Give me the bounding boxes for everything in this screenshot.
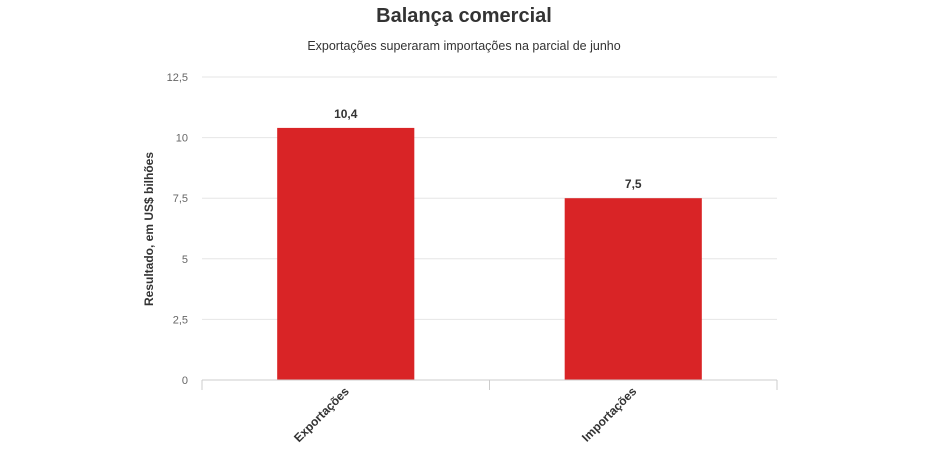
data-label: 10,4 — [334, 107, 358, 121]
x-tick-label: Importações — [579, 384, 640, 445]
chart-subtitle: Exportações superaram importações na par… — [307, 39, 620, 53]
y-tick-label: 10 — [176, 133, 188, 145]
x-axis — [201, 379, 778, 390]
y-tick-label: 2,5 — [173, 314, 188, 326]
data-labels: 10,4 7,5 — [334, 107, 642, 191]
x-axis-ticks: Exportações Importações — [291, 384, 640, 445]
chart-title: Balança comercial — [376, 5, 552, 27]
y-axis-ticks: 0 2,5 5 7,5 10 12,5 — [167, 72, 188, 387]
data-label: 7,5 — [625, 177, 642, 191]
x-tick-label: Exportações — [291, 384, 352, 445]
y-tick-label: 7,5 — [173, 193, 188, 205]
y-tick-label: 5 — [182, 254, 188, 266]
bars — [277, 127, 702, 381]
y-tick-label: 0 — [182, 375, 188, 387]
bar — [564, 198, 702, 380]
y-axis-label: Resultado, em US$ bilhões — [142, 152, 156, 306]
y-tick-label: 12,5 — [167, 72, 188, 84]
bar — [277, 127, 415, 381]
